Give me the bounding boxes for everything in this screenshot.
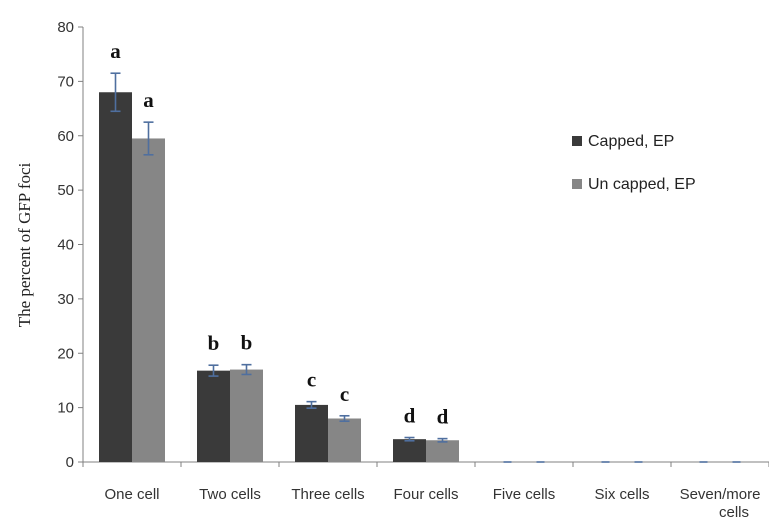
significance-label: a: [110, 39, 121, 63]
x-tick-label: Two cells: [199, 486, 261, 503]
x-tick-label: Three cells: [291, 486, 364, 503]
bar-0-3: [393, 439, 426, 462]
bar-1-2: [328, 418, 361, 462]
y-tick-label: 80: [57, 19, 74, 36]
significance-label: b: [241, 331, 253, 355]
significance-label: c: [307, 368, 316, 392]
x-tick-label: Four cells: [393, 486, 458, 503]
y-tick-label: 10: [57, 400, 74, 417]
x-tick-label: Seven/more cells: [680, 486, 761, 521]
significance-label: d: [437, 405, 449, 429]
bar-1-1: [230, 369, 263, 462]
significance-label: a: [143, 88, 154, 112]
legend-label: Capped, EP: [588, 133, 674, 150]
y-axis-label: The percent of GFP foci: [15, 162, 34, 327]
bar-1-3: [426, 440, 459, 462]
bar-0-1: [197, 370, 230, 462]
legend: Capped, EP Un capped, EP: [572, 133, 696, 193]
legend-label: Un capped, EP: [588, 176, 696, 193]
significance-label: c: [340, 382, 349, 406]
plot-area: 0 10 20 30 40 50 60 70 80 One cell Two cells Three …: [57, 19, 769, 521]
y-tick-label: 30: [57, 291, 74, 308]
bar-0-2: [295, 404, 328, 462]
y-tick-label: 0: [66, 454, 74, 471]
x-tick-label: Six cells: [594, 486, 649, 503]
y-tick-label: 60: [57, 128, 74, 145]
legend-swatch: [572, 179, 582, 189]
y-tick-label: 70: [57, 73, 74, 90]
bar-0-0: [99, 92, 132, 462]
x-tick-label: Five cells: [493, 486, 556, 503]
x-tick-label: One cell: [104, 486, 159, 503]
y-tick-label: 50: [57, 182, 74, 199]
significance-label: b: [208, 331, 220, 355]
y-tick-label: 40: [57, 237, 74, 254]
bar-1-0: [132, 138, 165, 462]
significance-label: d: [404, 404, 416, 428]
legend-swatch: [572, 136, 582, 146]
y-tick-label: 20: [57, 345, 74, 362]
